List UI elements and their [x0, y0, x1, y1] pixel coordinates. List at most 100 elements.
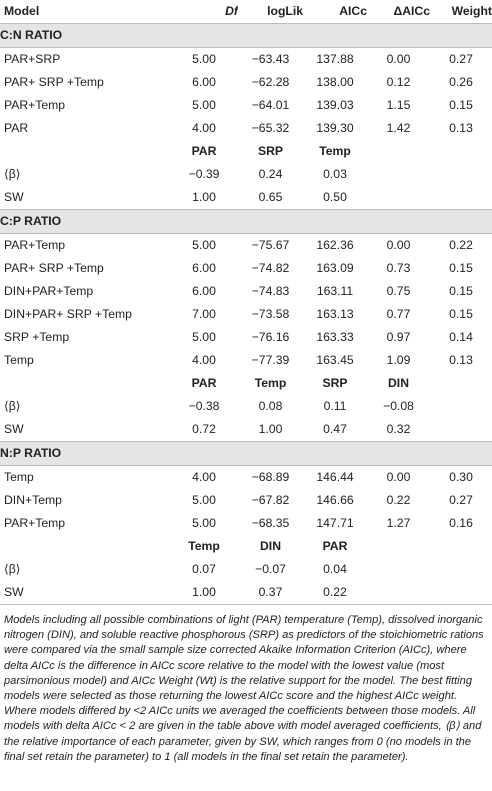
parameter-value: 0.72: [192, 422, 216, 436]
parameter-value: [367, 186, 430, 210]
model-name: PAR+Temp: [4, 98, 66, 112]
table-row: PAR+Temp 5.00 −68.35 147.71 1.27 0.16: [0, 512, 492, 535]
header-loglik: logLik: [238, 0, 303, 24]
table-row: Temp 4.00 −77.39 163.45 1.09 0.13: [0, 349, 492, 372]
table-cell: −77.39: [251, 353, 290, 367]
parameter-name: Temp: [319, 144, 351, 158]
model-name: Temp: [4, 470, 34, 484]
parameter-label: SW: [4, 422, 24, 436]
parameter-value: [430, 186, 492, 210]
parameter-row: SW 1.00 0.65 0.50: [0, 186, 492, 210]
parameter-name: [430, 372, 492, 395]
parameter-value: 1.00: [170, 581, 238, 605]
parameter-value: [430, 418, 492, 442]
table-cell: 163.09: [316, 261, 354, 275]
parameter-row: ⟨β⟩ −0.38 0.08 0.11 −0.08: [0, 395, 492, 418]
table-cell: 0.13: [449, 121, 473, 135]
table-cell: −76.16: [251, 330, 290, 344]
section-header: N:P RATIO: [0, 441, 492, 466]
table-cell: 0.15: [449, 307, 473, 321]
parameter-name: SRP: [322, 376, 348, 390]
parameter-value: [430, 558, 492, 581]
model-name: DIN+PAR+ SRP +Temp: [4, 307, 132, 321]
table-cell: −75.67: [251, 238, 290, 252]
table-cell: 138.00: [316, 75, 354, 89]
parameter-name: [430, 140, 492, 163]
table-cell: 137.88: [316, 52, 354, 66]
table-cell: 6.00: [192, 261, 216, 275]
parameter-name: PAR: [191, 144, 217, 158]
table-cell: 0.26: [449, 75, 473, 89]
table-cell: 0.27: [449, 52, 473, 66]
model-name: PAR+ SRP +Temp: [4, 75, 104, 89]
parameter-value: 0.08: [258, 399, 283, 413]
table-cell: 5.00: [192, 98, 216, 112]
parameter-label: ⟨β⟩: [4, 167, 21, 181]
table-cell: 5.00: [192, 516, 216, 530]
table-cell: 0.00: [386, 238, 411, 252]
parameter-value: 0.47: [323, 422, 347, 436]
parameter-value: −0.08: [383, 399, 414, 413]
table-cell: 0.16: [449, 516, 473, 530]
parameter-value: 0.32: [386, 422, 411, 436]
section-header: C:N RATIO: [0, 23, 492, 48]
parameter-value: 0.37: [238, 581, 303, 605]
model-name: PAR+Temp: [4, 516, 66, 530]
table-cell: 0.15: [449, 261, 473, 275]
model-name: DIN+Temp: [4, 493, 62, 507]
parameter-value: [367, 581, 430, 605]
table-cell: 4.00: [192, 470, 216, 484]
table-cell: −63.43: [251, 52, 290, 66]
table-row: PAR+Temp 5.00 −75.67 162.36 0.00 0.22: [0, 234, 492, 258]
parameter-name: [0, 372, 170, 395]
table-cell: 139.03: [316, 98, 354, 112]
table-cell: 5.00: [192, 330, 216, 344]
table-cell: 0.75: [386, 284, 411, 298]
table-cell: 162.36: [316, 238, 354, 252]
table-cell: 4.00: [192, 121, 216, 135]
header-model: Model: [0, 0, 170, 24]
table-cell: 0.77: [386, 307, 411, 321]
table-cell: 163.11: [316, 284, 354, 298]
section-title: C:N RATIO: [0, 23, 492, 48]
parameter-value: [430, 163, 492, 186]
table-cell: 0.22: [449, 238, 473, 252]
table-cell: 7.00: [192, 307, 216, 321]
parameter-name: DIN: [388, 376, 409, 390]
table-row: SRP +Temp 5.00 −76.16 163.33 0.97 0.14: [0, 326, 492, 349]
table-cell: −64.01: [251, 98, 290, 112]
model-name: PAR+SRP: [4, 52, 61, 66]
table-cell: 0.14: [449, 330, 473, 344]
parameter-header-row: PAR Temp SRP DIN: [0, 372, 492, 395]
parameter-value: 0.03: [323, 167, 347, 181]
table-cell: 139.30: [316, 121, 354, 135]
parameter-value: 0.04: [323, 562, 347, 576]
table-cell: 1.42: [386, 121, 411, 135]
header-delta-aicc: ΔAICc: [367, 0, 430, 24]
parameter-row: ⟨β⟩ 0.07 −0.07 0.04: [0, 558, 492, 581]
table-cell: 5.00: [192, 238, 216, 252]
table-cell: 0.22: [386, 493, 411, 507]
header-aicc: AICc: [303, 0, 367, 24]
table-row: PAR+ SRP +Temp 6.00 −62.28 138.00 0.12 0.26: [0, 71, 492, 94]
table-cell: 0.00: [386, 470, 411, 484]
table-cell: −73.58: [251, 307, 290, 321]
model-name: PAR+ SRP +Temp: [4, 261, 104, 275]
table-cell: −65.32: [251, 121, 290, 135]
table-cell: 0.15: [449, 98, 473, 112]
parameter-name: DIN: [260, 539, 281, 553]
parameter-value: 1.00: [192, 190, 216, 204]
model-name: Temp: [4, 353, 34, 367]
table-cell: 0.12: [386, 75, 411, 89]
table-cell: 1.09: [386, 353, 411, 367]
parameter-header-row: Temp DIN PAR: [0, 535, 492, 558]
parameter-value: 0.50: [323, 190, 347, 204]
table-cell: 0.73: [386, 261, 411, 275]
table-cell: 6.00: [192, 284, 216, 298]
table-row: PAR+Temp 5.00 −64.01 139.03 1.15 0.15: [0, 94, 492, 117]
model-name: DIN+PAR+Temp: [4, 284, 94, 298]
parameter-value: [430, 581, 492, 605]
header-weight: Weight: [430, 0, 492, 24]
table-cell: 163.13: [316, 307, 354, 321]
header-df: Df: [170, 0, 238, 24]
